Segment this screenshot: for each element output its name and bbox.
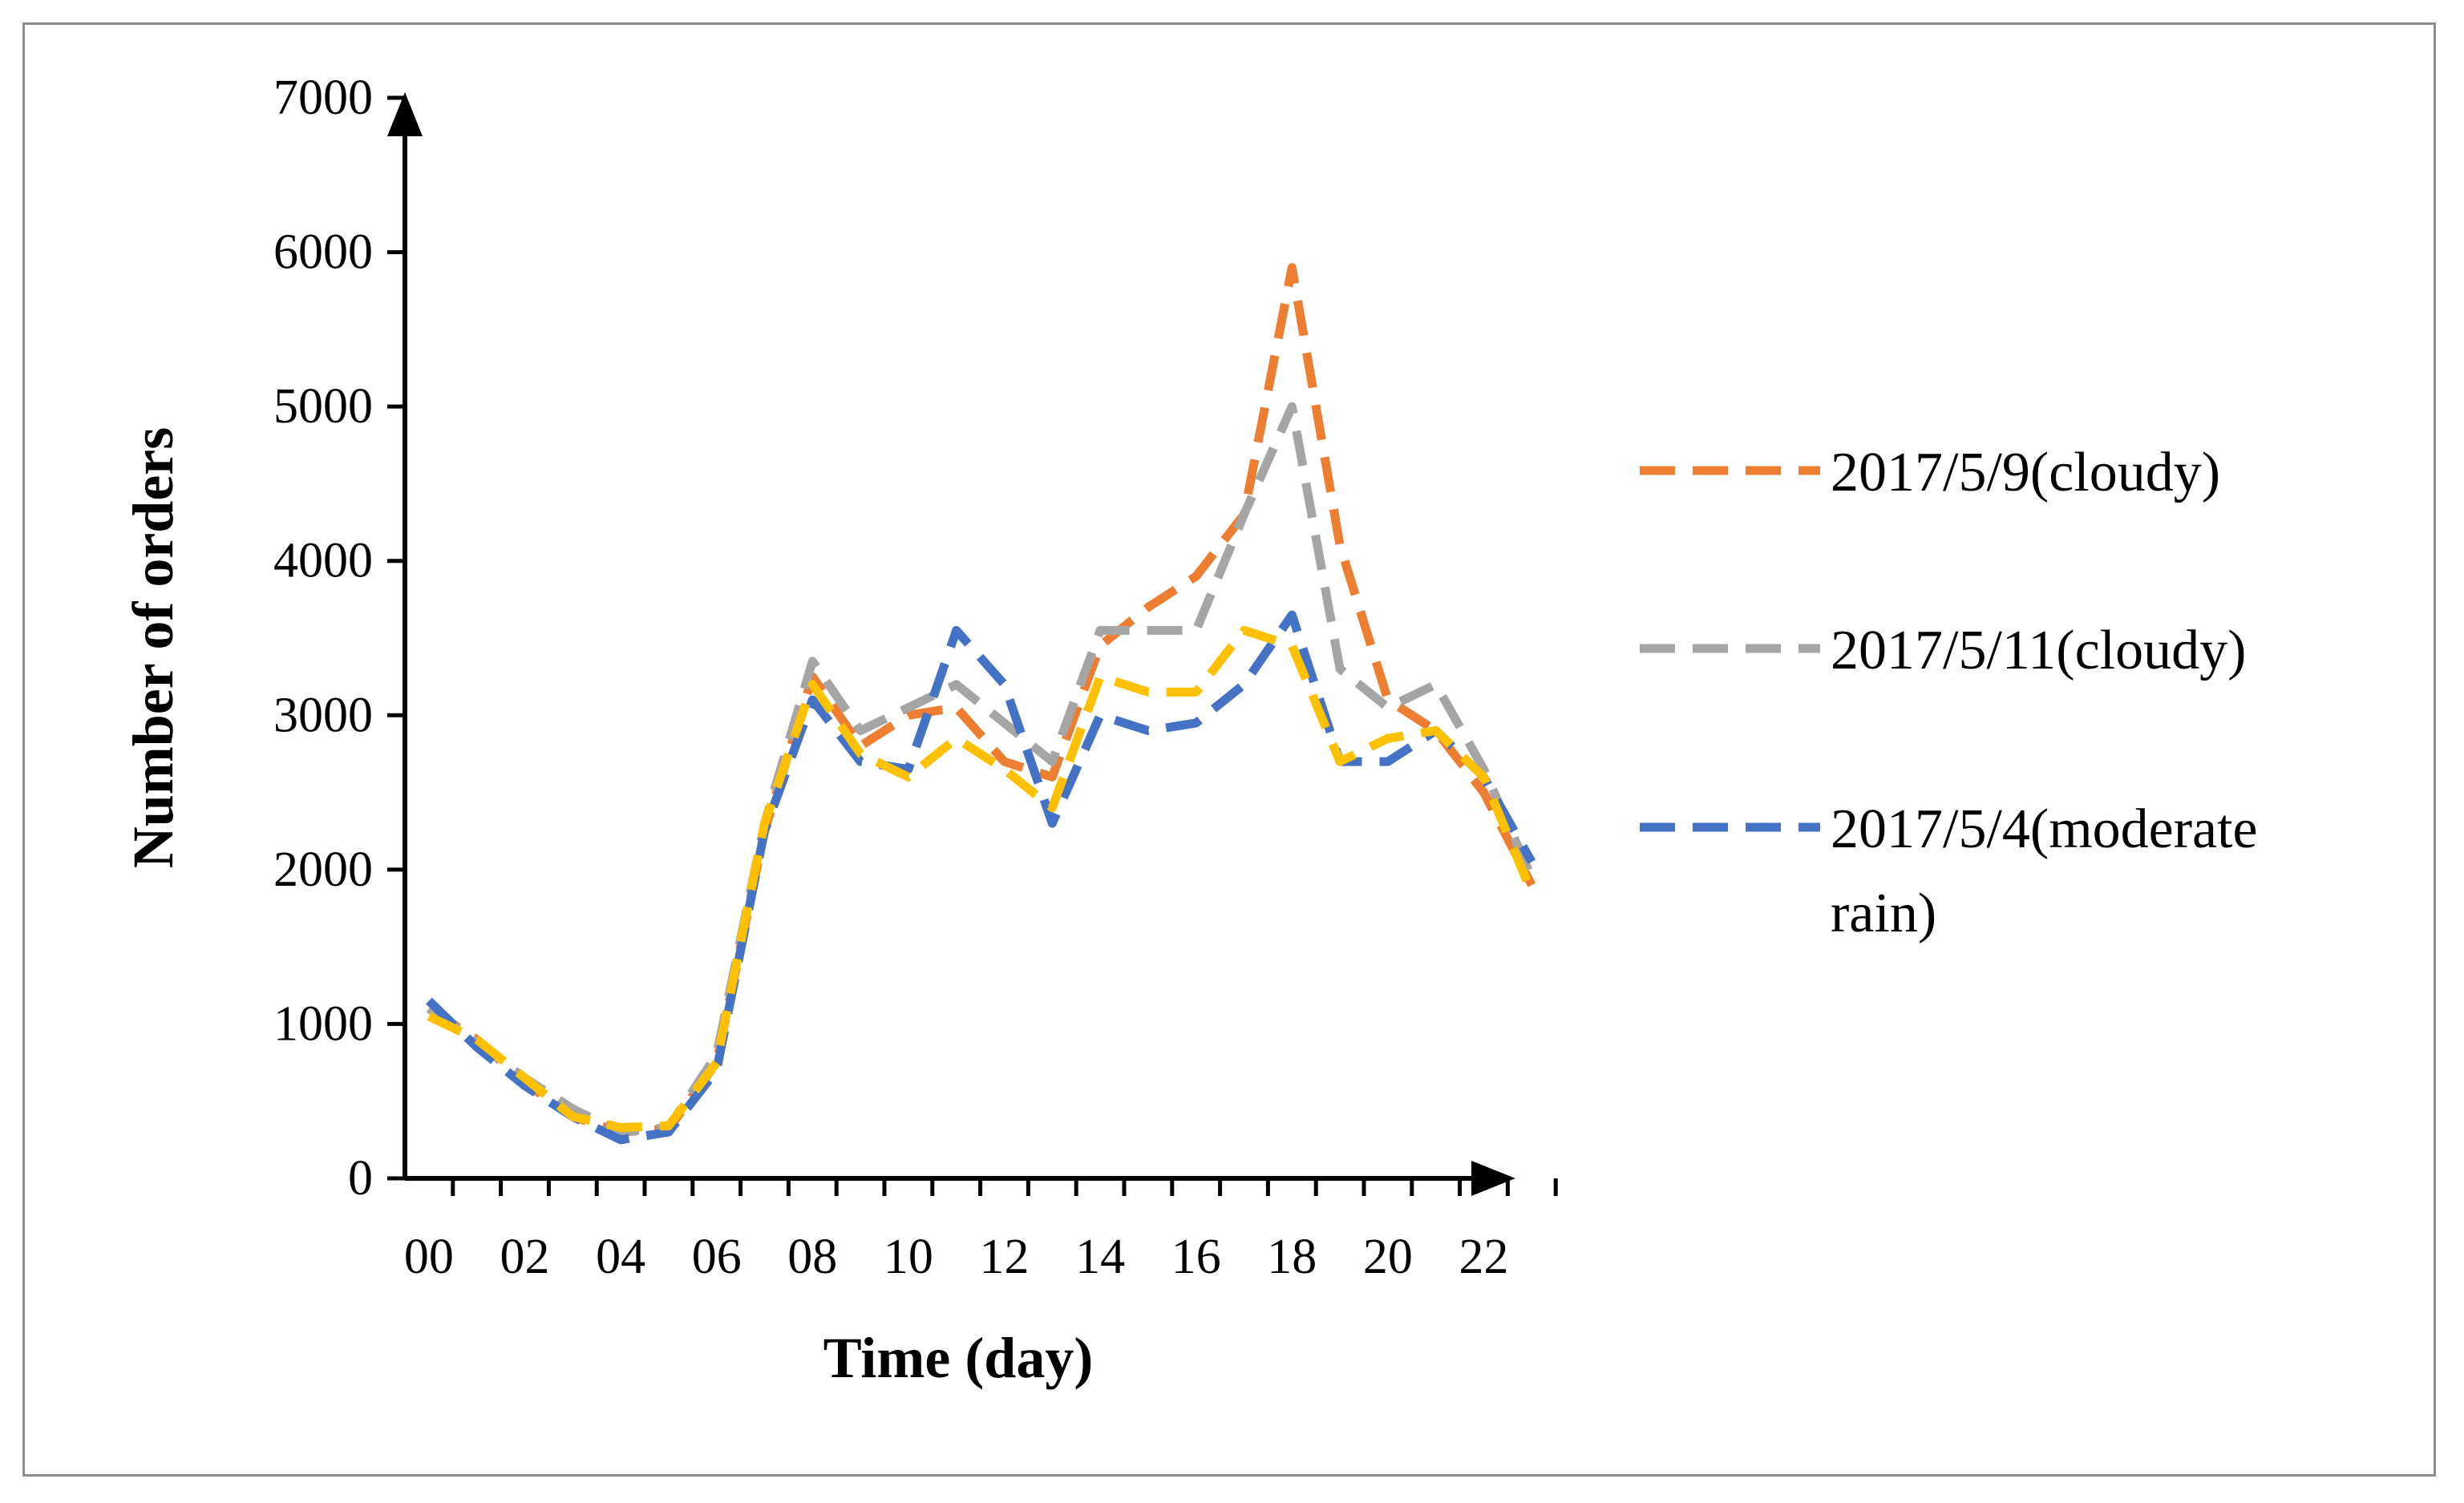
x-tick-label: 10 — [884, 1230, 933, 1284]
legend-label-3: rain) — [1831, 883, 1936, 944]
x-axis-title: Time (day) — [823, 1326, 1094, 1390]
y-tick-label: 0 — [348, 1151, 373, 1206]
x-tick-label: 04 — [596, 1230, 645, 1284]
x-tick-label: 08 — [787, 1230, 837, 1284]
x-tick-label: 22 — [1459, 1230, 1509, 1284]
series-line-2 — [426, 402, 1536, 1137]
series-line-4 — [427, 625, 1536, 1132]
series-line-1 — [426, 263, 1536, 1137]
x-tick-label: 02 — [500, 1230, 550, 1284]
x-tick-label: 14 — [1075, 1230, 1125, 1284]
y-tick-label: 7000 — [273, 71, 373, 125]
x-axis-arrow — [1471, 1161, 1515, 1196]
y-tick-label: 3000 — [273, 688, 373, 742]
x-tick-label: 06 — [692, 1230, 742, 1284]
y-tick-label: 2000 — [273, 842, 373, 897]
x-tick-label: 16 — [1171, 1230, 1221, 1284]
x-tick-label: 00 — [404, 1230, 454, 1284]
y-tick-label: 6000 — [273, 225, 373, 280]
x-tick-label: 18 — [1267, 1230, 1317, 1284]
chart-frame — [22, 22, 2436, 1477]
legend-label-1: 2017/5/9(cloudy) — [1831, 442, 2220, 503]
legend-label-2: 2017/5/11(cloudy) — [1831, 620, 2246, 681]
x-tick-label: 20 — [1363, 1230, 1413, 1284]
y-axis-title: Number of orders — [121, 427, 185, 869]
legend: 2017/5/9(cloudy) 2017/5/11(cloudy) 2017/5/… — [1640, 442, 2258, 944]
legend-label-3: 2017/5/4(moderate — [1831, 798, 2258, 860]
y-tick-label: 4000 — [273, 534, 373, 588]
x-tick-label: 12 — [980, 1230, 1030, 1284]
y-tick-label: 5000 — [273, 379, 373, 434]
y-axis-arrow — [387, 92, 423, 136]
y-tick-label: 1000 — [273, 996, 373, 1051]
